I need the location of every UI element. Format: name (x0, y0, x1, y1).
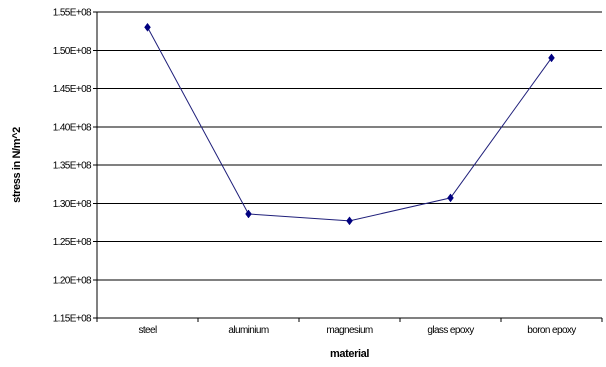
x-axis-title: material (330, 348, 369, 360)
data-point-marker (144, 22, 151, 32)
y-tick-label: 1.25E+08 (53, 237, 92, 248)
data-point-marker (346, 216, 353, 226)
y-tick-label: 1.30E+08 (53, 199, 92, 210)
y-tick-label: 1.15E+08 (53, 314, 92, 325)
y-tick-label: 1.55E+08 (53, 8, 92, 19)
series-line (147, 27, 552, 222)
x-tick-label: magnesium (326, 325, 373, 336)
y-axis-title: stress in N/m^2 (11, 127, 23, 203)
gridlines (97, 11, 602, 319)
y-tick-label: 1.50E+08 (53, 46, 92, 57)
x-tick-label: steel (138, 325, 157, 336)
data-point-marker (447, 193, 454, 203)
x-tick-label: boron epoxy (527, 325, 576, 336)
data-point-marker (548, 53, 555, 63)
x-tick-labels: steel aluminium magnesium glass epoxy boron … (138, 325, 576, 336)
series (144, 22, 555, 226)
axes (93, 11, 603, 322)
y-tick-labels: 1.15E+08 1.20E+08 1.25E+08 1.30E+08 1.35E+08… (53, 8, 93, 325)
data-point-marker (245, 209, 252, 219)
y-tick-label: 1.35E+08 (53, 161, 92, 172)
x-tick-label: glass epoxy (427, 325, 474, 336)
y-tick-label: 1.45E+08 (53, 84, 92, 95)
y-tick-label: 1.20E+08 (53, 275, 92, 286)
y-tick-label: 1.40E+08 (53, 122, 92, 133)
x-tick-label: aluminium (228, 325, 268, 336)
